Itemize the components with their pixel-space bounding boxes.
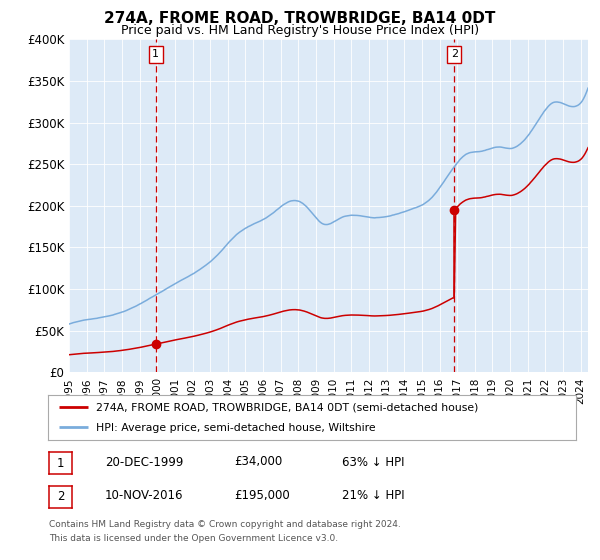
- Text: 63% ↓ HPI: 63% ↓ HPI: [342, 455, 404, 469]
- Text: 20-DEC-1999: 20-DEC-1999: [105, 455, 184, 469]
- Text: This data is licensed under the Open Government Licence v3.0.: This data is licensed under the Open Gov…: [49, 534, 338, 543]
- Text: 2: 2: [451, 49, 458, 59]
- Text: 274A, FROME ROAD, TROWBRIDGE, BA14 0DT (semi-detached house): 274A, FROME ROAD, TROWBRIDGE, BA14 0DT (…: [95, 403, 478, 413]
- Text: Price paid vs. HM Land Registry's House Price Index (HPI): Price paid vs. HM Land Registry's House …: [121, 24, 479, 36]
- Text: £195,000: £195,000: [234, 489, 290, 502]
- Text: £34,000: £34,000: [234, 455, 282, 469]
- Text: 10-NOV-2016: 10-NOV-2016: [105, 489, 184, 502]
- Text: 21% ↓ HPI: 21% ↓ HPI: [342, 489, 404, 502]
- Text: 1: 1: [152, 49, 159, 59]
- Text: 2: 2: [57, 490, 64, 503]
- Text: 1: 1: [57, 456, 64, 470]
- Text: 274A, FROME ROAD, TROWBRIDGE, BA14 0DT: 274A, FROME ROAD, TROWBRIDGE, BA14 0DT: [104, 11, 496, 26]
- Text: Contains HM Land Registry data © Crown copyright and database right 2024.: Contains HM Land Registry data © Crown c…: [49, 520, 401, 529]
- Text: HPI: Average price, semi-detached house, Wiltshire: HPI: Average price, semi-detached house,…: [95, 422, 375, 432]
